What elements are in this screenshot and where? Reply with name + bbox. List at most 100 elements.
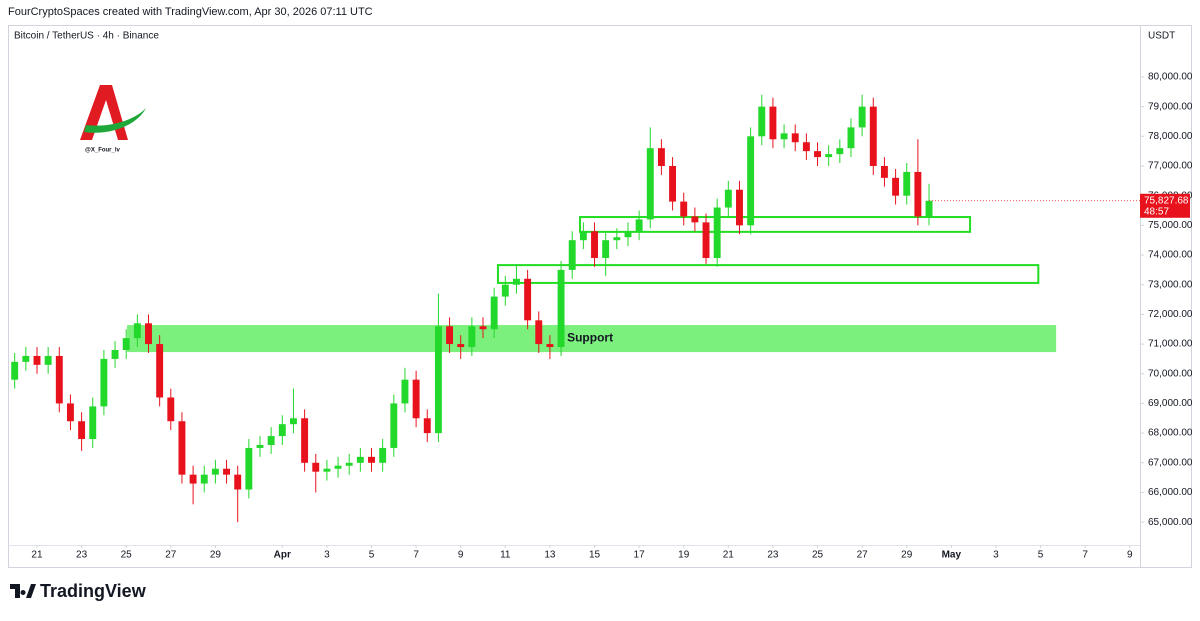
x-tick-label: 19	[678, 550, 690, 561]
candle-body	[903, 171, 911, 196]
candle-body	[178, 421, 186, 475]
x-tick-label: 17	[634, 550, 646, 561]
x-tick-label: 9	[1127, 550, 1133, 561]
y-tick-label: 72,000.00	[1148, 309, 1193, 320]
symbol: Bitcoin / TetherUS · 4h · Binance	[14, 31, 159, 42]
candle-body	[66, 403, 74, 422]
candle-body	[200, 474, 208, 484]
zone	[127, 325, 1057, 353]
candle-body	[145, 323, 152, 345]
currency: USDT	[1148, 31, 1175, 42]
candle-body	[423, 418, 431, 434]
brand-icon	[10, 584, 36, 598]
candle-body	[646, 148, 654, 220]
y-tick-label: 71,000.00	[1148, 339, 1193, 350]
candle-body	[802, 142, 810, 152]
candle-body	[301, 418, 309, 463]
candle-body	[825, 154, 833, 158]
y-tick-label: 78,000.00	[1148, 131, 1193, 142]
candle-body	[122, 338, 130, 350]
x-tick-label: 27	[857, 550, 869, 561]
candle-body	[847, 127, 855, 149]
candle-body	[925, 200, 933, 217]
candle-body	[401, 379, 409, 404]
candle-body	[334, 465, 342, 469]
x-tick-label: 25	[121, 550, 133, 561]
x-tick-label: 3	[993, 550, 999, 561]
candle-body	[546, 344, 554, 348]
x-tick-label: 15	[589, 550, 601, 561]
candle-body	[245, 447, 253, 490]
candle-body	[513, 278, 520, 285]
countdown: 48:57	[1144, 206, 1169, 217]
candle-body	[390, 403, 398, 448]
plot: 65,000.00 66,000.00 67,000.00 68,000.00 69,0…	[11, 72, 1193, 561]
x-tick-label: 13	[544, 550, 556, 561]
candle-body	[568, 240, 576, 270]
last-price-label: 75,827.68	[1144, 195, 1189, 206]
candle-body	[468, 326, 476, 348]
zone	[496, 264, 1040, 284]
candle-body	[133, 323, 141, 339]
candle-body	[691, 216, 699, 223]
x-tick-label: 29	[210, 550, 222, 561]
candle-body	[635, 219, 643, 232]
x-tick-label: Apr	[274, 550, 291, 561]
candle-body	[791, 133, 799, 143]
x-tick-label: 5	[1038, 550, 1044, 561]
candle-body	[579, 231, 587, 241]
x-tick-label: 7	[413, 550, 419, 561]
x-tick-label: 25	[812, 550, 824, 561]
x-tick-label: 23	[76, 550, 88, 561]
candle-body	[702, 222, 710, 258]
y-tick-label: 74,000.00	[1148, 250, 1193, 261]
x-tick-label: 27	[165, 550, 177, 561]
brand-logo: TradingView	[10, 581, 147, 601]
candle-body	[680, 201, 688, 217]
zone-label: Support	[567, 331, 613, 345]
brand: TradingView	[40, 581, 147, 601]
y-tick-label: 68,000.00	[1148, 428, 1193, 439]
candle-body	[211, 468, 219, 475]
candle-body	[89, 406, 97, 440]
candle-body	[457, 344, 465, 348]
candle-body	[591, 231, 598, 258]
candle-body	[289, 418, 297, 425]
y-tick-label: 70,000.00	[1148, 368, 1193, 379]
candle-body	[657, 148, 665, 166]
candle-body	[368, 456, 375, 463]
candle-body	[256, 444, 264, 448]
candle-body	[345, 462, 353, 466]
candle-body	[111, 350, 119, 359]
x-tick-label: May	[942, 550, 962, 561]
candle-body	[234, 474, 242, 490]
x-tick-label: 3	[324, 550, 330, 561]
candle-body	[501, 284, 509, 297]
candle-body	[22, 355, 30, 362]
y-tick-label: 77,000.00	[1148, 161, 1193, 172]
candle-body	[602, 240, 610, 258]
candle-body	[524, 278, 532, 321]
candle-body	[267, 436, 275, 445]
candle-body	[189, 474, 197, 484]
candle-body	[724, 189, 732, 208]
candle-body	[223, 468, 231, 475]
candle-body	[11, 361, 19, 380]
candle-body	[356, 456, 364, 463]
candle-body	[323, 468, 331, 472]
candle-body	[44, 355, 52, 365]
candle-body	[869, 106, 877, 166]
candle-body	[479, 326, 487, 330]
candle-body	[312, 462, 320, 472]
candle-body	[434, 326, 442, 434]
logo-swoosh	[84, 108, 146, 133]
candle-body	[736, 189, 743, 226]
x-tick-label: 11	[500, 550, 511, 561]
last-price-box	[1140, 193, 1190, 218]
candle-body	[379, 447, 387, 463]
candle-body	[557, 269, 565, 348]
candle-body	[713, 207, 721, 258]
